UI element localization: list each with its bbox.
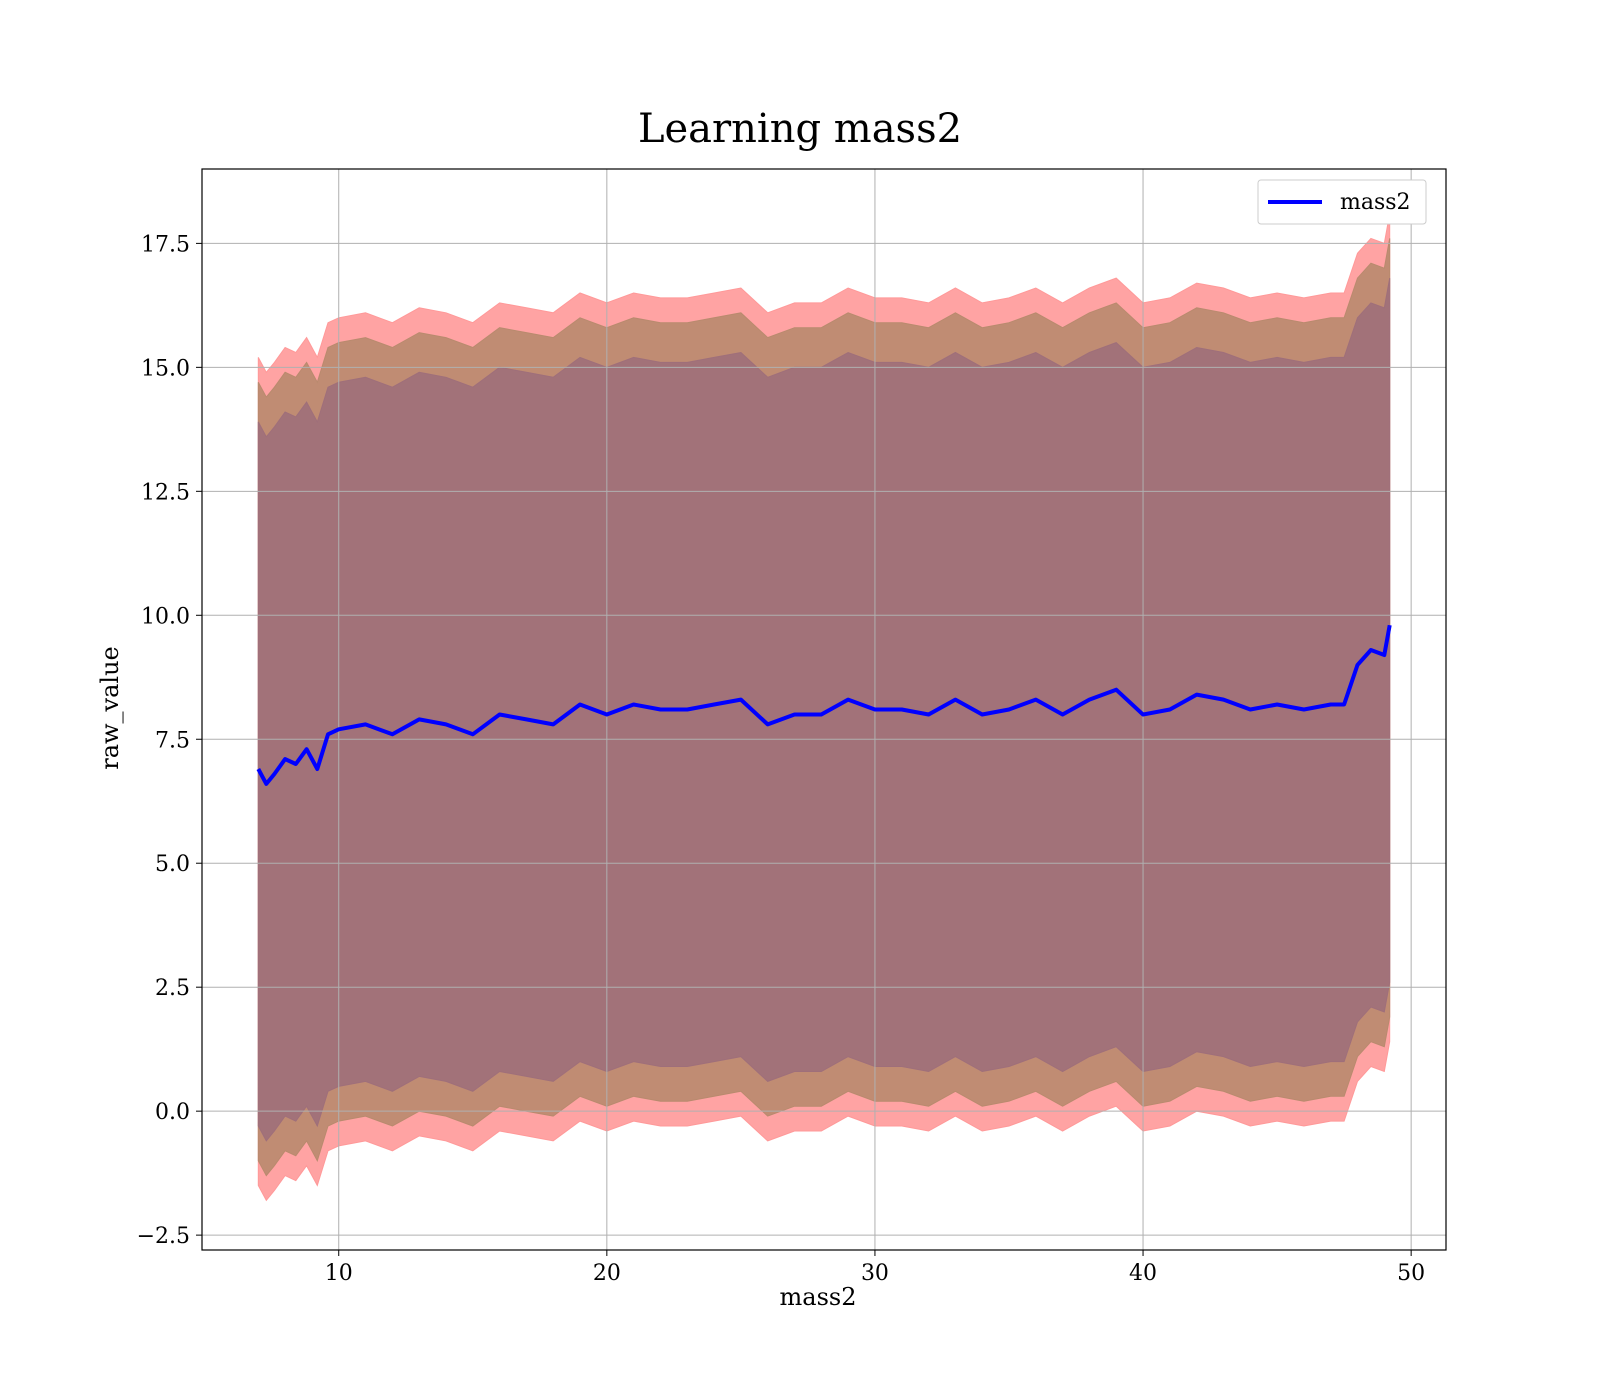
x-tick-label: 10	[325, 1261, 353, 1286]
y-axis-label: raw_value	[96, 646, 124, 770]
y-tick-label: 17.5	[141, 232, 190, 257]
x-tick-label: 30	[861, 1261, 889, 1286]
x-tick-label: 50	[1397, 1261, 1425, 1286]
y-tick-label: 2.5	[155, 976, 190, 1001]
x-axis-label: mass2	[780, 1283, 857, 1311]
x-tick-label: 40	[1129, 1261, 1157, 1286]
y-tick-label: 7.5	[155, 728, 190, 753]
inner_band	[257, 278, 1391, 1142]
x-tick-label: 20	[593, 1261, 621, 1286]
series-line-mass2	[256, 624, 1392, 786]
y-tick-label: 15.0	[141, 356, 190, 381]
legend-box	[1257, 179, 1427, 225]
y-tick-label: 0.0	[155, 1100, 190, 1125]
plot-area: 10 20 30 40 50 −2.5 0.0 2.5 5.0 7.5 10.0 12.5 15.0 17…	[137, 168, 1447, 1286]
chart-title: Learning mass2	[638, 106, 962, 152]
legend: mass2	[1257, 179, 1427, 225]
y-tick-label: 5.0	[155, 852, 190, 877]
legend-label-mass2: mass2	[1340, 190, 1411, 215]
plot-frame	[201, 168, 1447, 1251]
y-tick-label: −2.5	[137, 1224, 190, 1249]
y-tick-label: 10.0	[141, 604, 190, 629]
y-tick-label: 12.5	[141, 480, 190, 505]
